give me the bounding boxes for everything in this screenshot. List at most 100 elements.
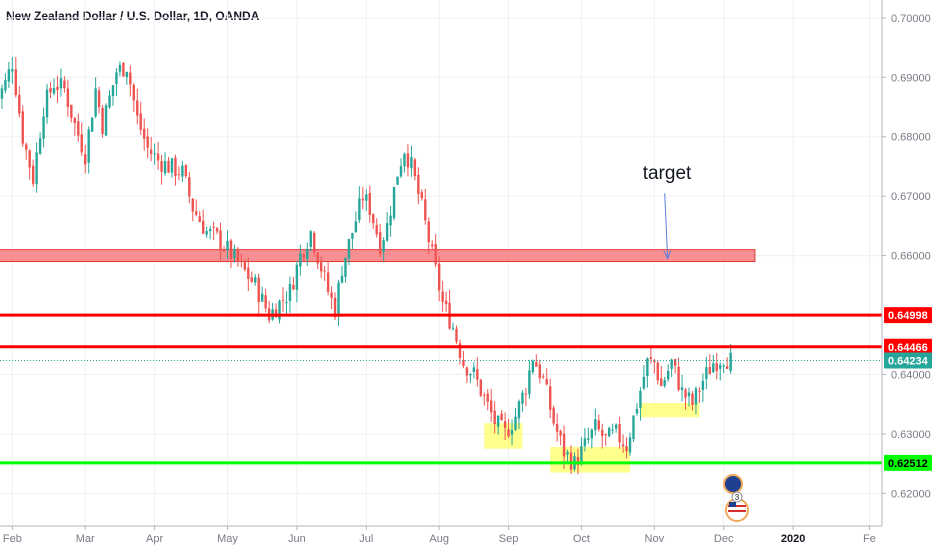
candle-body <box>725 366 729 369</box>
candle-body <box>358 198 361 220</box>
target-label: target <box>643 163 692 184</box>
candle-body <box>56 86 59 90</box>
target-zone <box>0 249 756 263</box>
time-tick-label: Jun <box>288 533 306 545</box>
candle-body <box>542 376 545 378</box>
candle-body <box>587 438 590 440</box>
candle-body <box>208 228 212 232</box>
candle-body <box>660 378 663 387</box>
candle-body <box>101 107 104 134</box>
level-resistance_1-tag-label: 0.64998 <box>888 310 928 322</box>
candle-body <box>399 166 403 177</box>
candle-body <box>84 154 87 165</box>
candle-body <box>510 429 514 435</box>
candle-body <box>580 446 583 465</box>
candle-body <box>694 388 698 405</box>
candle-body <box>687 392 691 397</box>
level-resistance_2-tag-label: 0.64466 <box>888 342 928 354</box>
candle-body <box>52 88 56 94</box>
price-tick-label: 0.64000 <box>891 369 931 381</box>
candle-body <box>583 438 587 447</box>
candle-body <box>680 387 684 390</box>
candle-body <box>139 113 142 130</box>
us-flag-stripe <box>728 510 746 512</box>
candle-body <box>597 420 600 430</box>
candle-body <box>274 309 278 318</box>
candle-body <box>153 153 156 155</box>
candle-body <box>66 88 70 107</box>
highlight-zone <box>550 446 631 473</box>
candle-body <box>490 400 493 413</box>
candle-body <box>594 419 597 431</box>
candle-body <box>63 80 66 89</box>
candle-body <box>424 199 427 221</box>
candle-body <box>77 121 80 136</box>
candle-body <box>212 226 215 228</box>
candle-body <box>132 84 135 101</box>
target-arrow <box>664 193 669 259</box>
candle-body <box>653 360 656 363</box>
candle-body <box>333 297 337 318</box>
candle-body <box>503 421 507 428</box>
candle-body <box>97 90 101 108</box>
candle-body <box>21 111 24 144</box>
candle-body <box>569 452 573 470</box>
candle-body <box>469 374 472 376</box>
candle-body <box>243 261 247 270</box>
candle-body <box>375 225 378 235</box>
level-support-tag <box>884 454 932 471</box>
last-price-tag <box>884 352 932 369</box>
price-tick-label: 0.66000 <box>891 251 931 263</box>
candle-body <box>476 369 479 380</box>
time-tick-label: Sep <box>499 533 519 545</box>
candle-body <box>496 416 500 427</box>
candle-body <box>514 416 517 430</box>
candle-body <box>11 69 14 72</box>
candle-body <box>524 393 528 395</box>
candle-body <box>260 293 264 302</box>
candle-body <box>125 71 129 78</box>
candle-body <box>7 69 11 82</box>
candle-body <box>462 359 465 366</box>
last-price-tag-label: 0.64234 <box>888 356 929 368</box>
candle-body <box>441 291 444 302</box>
chart-title: New Zealand Dollar / U.S. Dollar, 1D, OA… <box>6 9 260 23</box>
candle-body <box>108 95 111 108</box>
candle-body <box>323 270 326 272</box>
candle-body <box>295 264 299 290</box>
candle-body <box>288 284 292 301</box>
price-tick-label: 0.63000 <box>891 429 931 441</box>
candle-body <box>403 153 406 167</box>
candle-body <box>351 233 354 239</box>
candle-body <box>18 94 21 114</box>
candle-body <box>156 153 160 161</box>
time-tick-label: Nov <box>645 533 665 545</box>
candle-body <box>313 232 316 253</box>
candle-body <box>42 116 45 139</box>
candle-body <box>177 174 181 176</box>
candle-body <box>555 423 559 432</box>
candle-body <box>531 360 535 373</box>
candle-body <box>684 389 687 398</box>
candle-body <box>632 415 635 440</box>
candle-body <box>601 429 604 437</box>
candle-body <box>528 370 531 395</box>
time-axis-bg <box>0 526 932 550</box>
candle-body <box>562 433 566 457</box>
candle-body <box>372 214 375 224</box>
candle-body <box>361 198 365 201</box>
candle-body <box>340 275 344 283</box>
candle-body <box>635 408 639 414</box>
candle-body <box>281 299 285 301</box>
time-tick-label: Fe <box>863 533 876 545</box>
candle-body <box>90 117 94 132</box>
candle-body <box>174 157 177 176</box>
candle-body <box>378 232 382 255</box>
candle-body <box>195 211 198 215</box>
candle-body <box>309 231 312 247</box>
candle-body <box>167 161 170 173</box>
highlight-zone <box>640 402 700 418</box>
candle-body <box>385 223 389 241</box>
